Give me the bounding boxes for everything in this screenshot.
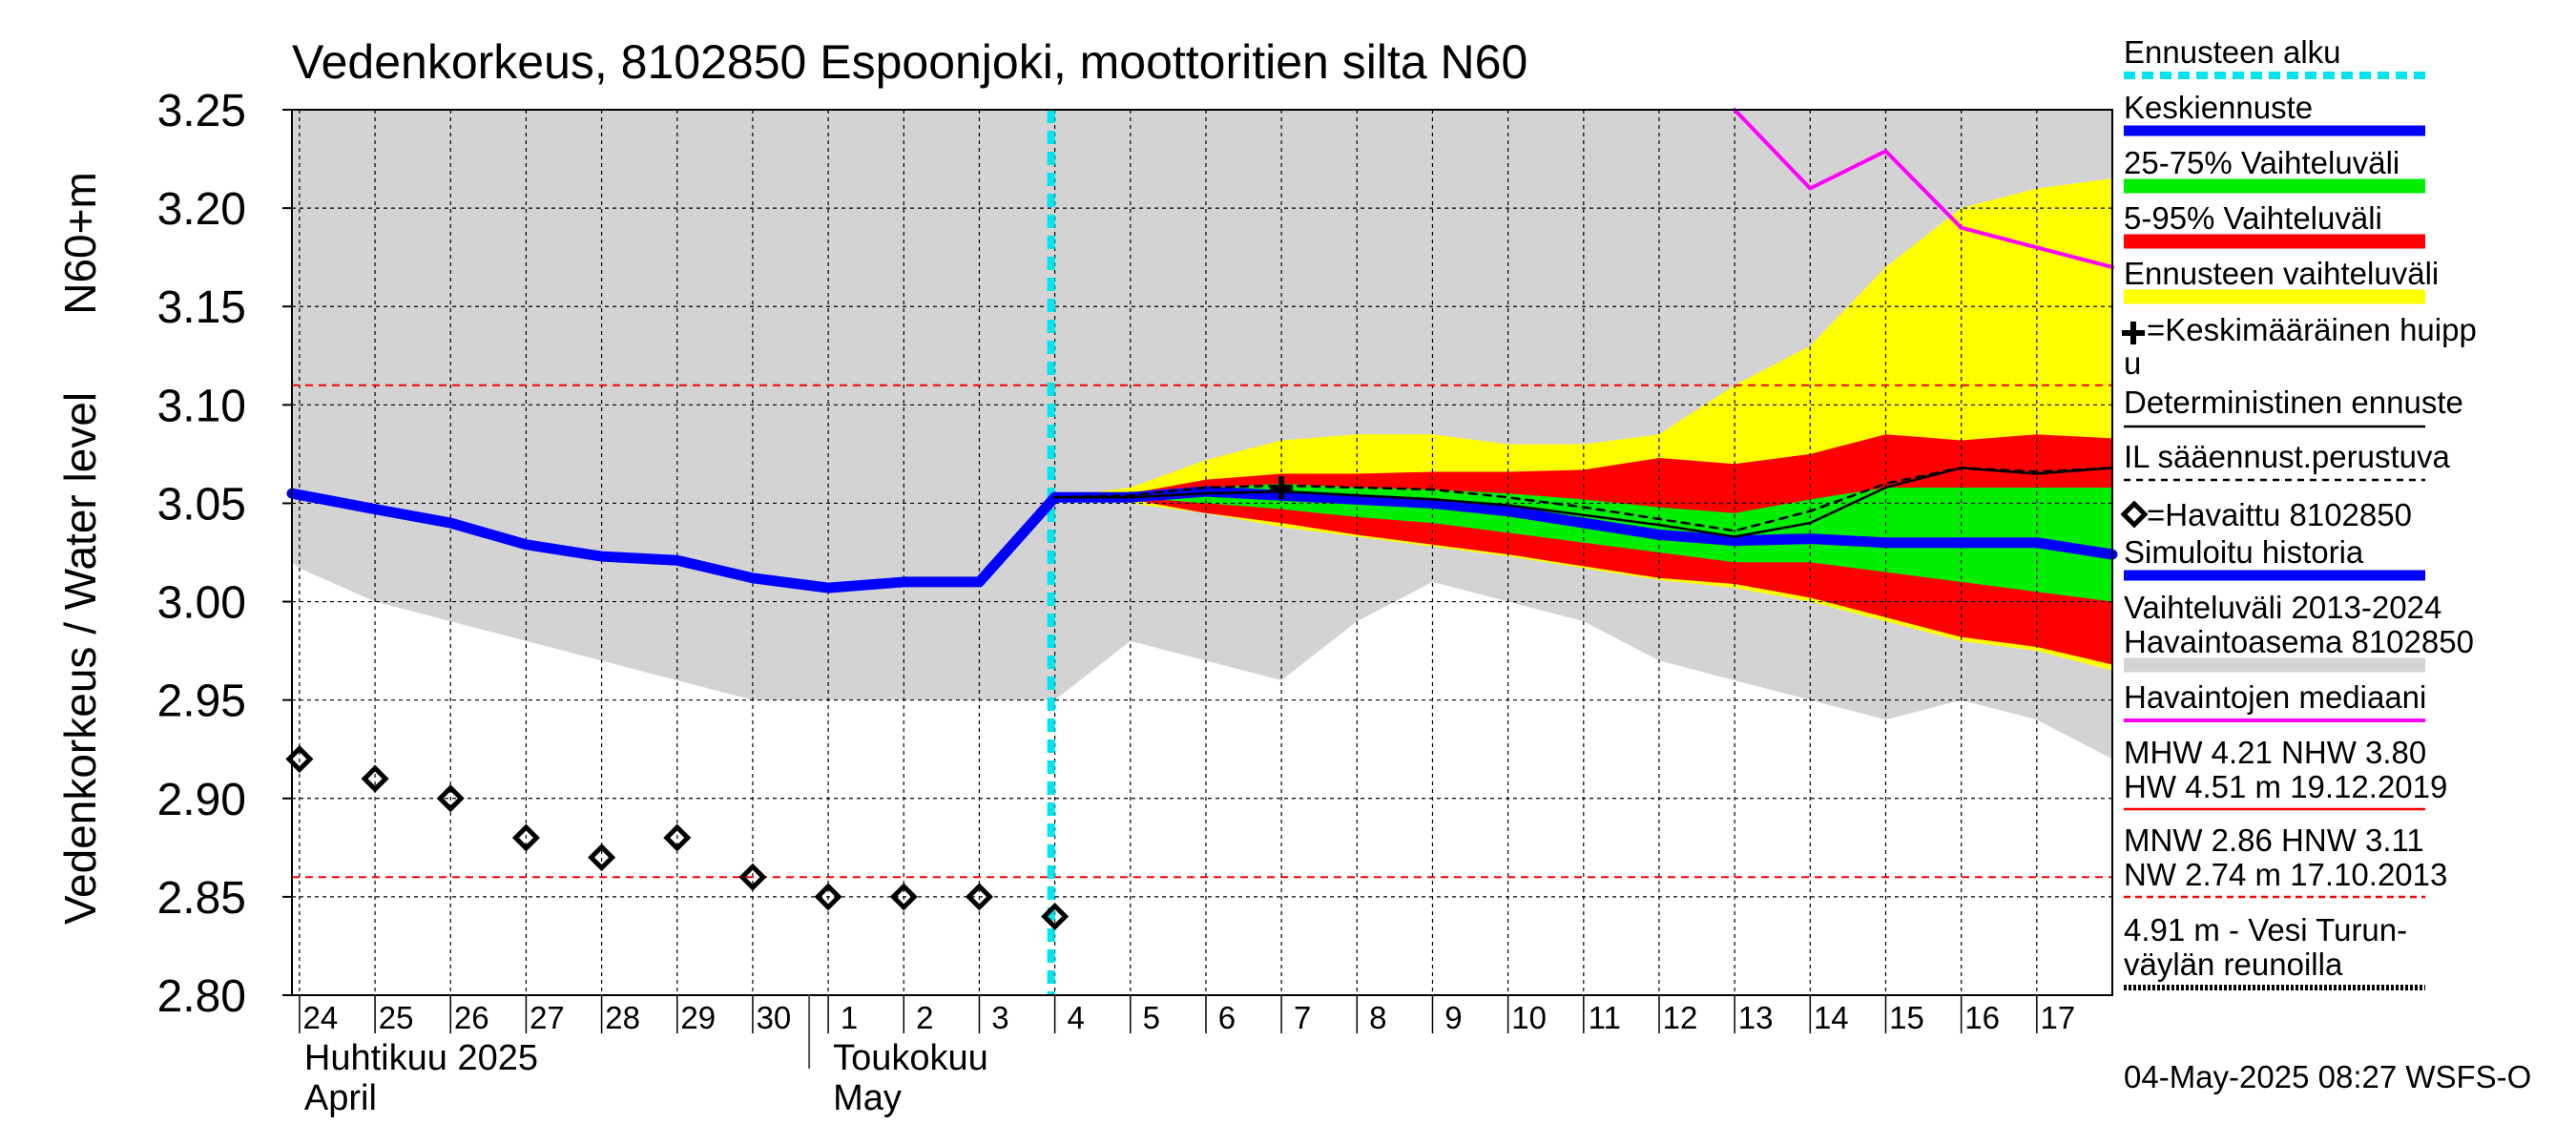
series-lines [286, 108, 2118, 995]
x-tick-label: 7 [1294, 1000, 1311, 1035]
legend-mean-peak-label-cont: u [2124, 345, 2141, 381]
legend-forecast-start-label: Ennusteen alku [2124, 34, 2341, 70]
y-axis-title: Vedenkorkeus / Water level [55, 392, 105, 925]
x-tick-label: 17 [2040, 1000, 2075, 1035]
legend-forecast-range-label: Ennusteen vaihteluväli [2124, 256, 2439, 291]
observed-point [361, 764, 389, 793]
month-label-en: April [304, 1078, 377, 1118]
legend-stats-high-2: HW 4.51 m 19.12.2019 [2124, 769, 2447, 804]
legend-deterministic-label: Deterministinen ennuste [2124, 385, 2463, 420]
x-tick-label: 1 [841, 1000, 858, 1035]
line-havaintojen-mediaani [1733, 108, 2114, 269]
observed-point [738, 863, 767, 891]
x-tick-label: 5 [1143, 1000, 1160, 1035]
x-tick-label: 10 [1511, 1000, 1547, 1035]
legend-median-label: Havaintojen mediaani [2124, 679, 2426, 715]
y-tick-label: 2.85 [157, 873, 246, 924]
band-vaihteluv-li-2013-2024-havaintoasema-8102850 [292, 110, 2112, 760]
x-tick-label: 6 [1218, 1000, 1236, 1035]
legend-fairway-2: väylän reunoilla [2124, 947, 2343, 982]
month-label-fi: Toukokuu [833, 1038, 988, 1078]
y-tick-label: 3.25 [157, 86, 246, 136]
legend-mean-forecast-label: Keskiennuste [2124, 90, 2313, 125]
legend-historical-range-label: Vaihteluväli 2013-2024 [2124, 590, 2441, 625]
observed-point [1041, 902, 1070, 931]
x-axis-ticks: 24 25 26 27 28 29 30 1 2 3 4 5 6 7 8 9 10 11 12 13 14 15 16 17 [299, 995, 2075, 1035]
legend-mean-peak-icon [2122, 322, 2145, 344]
x-tick-label: 4 [1067, 1000, 1084, 1035]
x-tick-label: 30 [757, 1000, 792, 1035]
y-tick-label: 2.95 [157, 677, 246, 727]
observed-point [511, 823, 540, 852]
legend-stats-low-2: NW 2.74 m 17.10.2013 [2124, 857, 2447, 892]
x-tick-label: 24 [303, 1000, 339, 1035]
observation-points [285, 475, 1294, 931]
x-tick-label: 14 [1814, 1000, 1849, 1035]
reference-lines [292, 384, 2112, 879]
x-tick-label: 9 [1444, 1000, 1462, 1035]
y-axis-unit: N60+m [55, 172, 105, 315]
legend-range-5-95-label: 5-95% Vaihteluväli [2124, 200, 2382, 236]
y-tick-label: 2.80 [157, 971, 246, 1022]
band-25-75-vaihteluv-li [1054, 483, 2112, 602]
observed-point [814, 883, 842, 911]
month-label-fi: Huhtikuu 2025 [304, 1038, 538, 1078]
legend-fairway-1: 4.91 m - Vesi Turun- [2124, 912, 2407, 947]
chart-title: Vedenkorkeus, 8102850 Espoonjoki, mootto… [292, 35, 1527, 89]
y-tick-label: 3.15 [157, 282, 246, 333]
y-tick-label: 3.00 [157, 578, 246, 629]
y-tick-label: 3.10 [157, 381, 246, 431]
legend-observed-icon [2120, 500, 2149, 529]
x-tick-label: 27 [530, 1000, 565, 1035]
x-tick-label: 16 [1964, 1000, 2000, 1035]
x-tick-label: 28 [605, 1000, 640, 1035]
line-deterministinen-ennuste [1053, 467, 2114, 538]
x-tick-label: 3 [991, 1000, 1008, 1035]
legend-stats-low-1: MNW 2.86 HNW 3.11 [2124, 822, 2424, 858]
x-tick-label: 8 [1369, 1000, 1386, 1035]
x-tick-label: 15 [1889, 1000, 1924, 1035]
line-simuloitu-historia [286, 488, 1061, 593]
observed-point [663, 823, 692, 852]
legend: Ennusteen alku Keskiennuste 25-75% Vaiht… [2120, 34, 2477, 990]
legend-observed-label: =Havaittu 8102850 [2147, 497, 2412, 532]
plot-frame [291, 109, 2113, 996]
observed-point [588, 843, 616, 872]
x-tick-label: 29 [680, 1000, 716, 1035]
y-tick-label: 2.90 [157, 775, 246, 825]
x-tick-label: 26 [454, 1000, 489, 1035]
x-tick-label: 12 [1663, 1000, 1698, 1035]
legend-simulated-label: Simuloitu historia [2124, 534, 2364, 570]
observed-point [889, 883, 918, 911]
legend-historical-station-label: Havaintoasema 8102850 [2124, 624, 2474, 659]
y-tick-label: 3.20 [157, 184, 246, 235]
legend-mean-peak-label: =Keskimääräinen huipp [2147, 312, 2477, 347]
mean-peak-marker [1270, 475, 1294, 499]
observed-point [436, 784, 465, 813]
y-tick-label: 3.05 [157, 479, 246, 530]
legend-range-25-75-label: 25-75% Vaihteluväli [2124, 145, 2399, 180]
timestamp: 04-May-2025 08:27 WSFS-O [2124, 1059, 2531, 1094]
observed-point [965, 883, 993, 911]
month-label-en: May [833, 1078, 902, 1118]
legend-stats-high-1: MHW 4.21 NHW 3.80 [2124, 735, 2426, 770]
legend-il-based-label: IL sääennust.perustuva [2124, 439, 2450, 474]
line-il-s-ennust-perustuva [1053, 467, 2114, 532]
x-tick-label: 2 [916, 1000, 933, 1035]
x-tick-label: 25 [379, 1000, 414, 1035]
y-axis-ticks: 3.25 3.20 3.15 3.10 3.05 3.00 2.95 2.90 2.85 2.80 [157, 86, 292, 1022]
x-tick-label: 11 [1589, 1000, 1621, 1035]
forecast-bands [292, 110, 2112, 760]
x-tick-label: 13 [1738, 1000, 1774, 1035]
